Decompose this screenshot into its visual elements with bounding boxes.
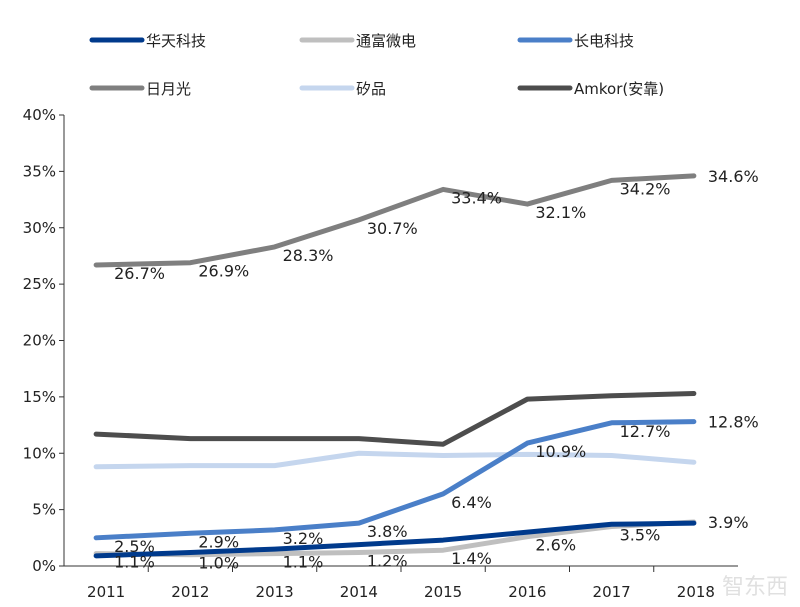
x-tick-label: 2014 (340, 583, 378, 601)
series-line (93, 173, 697, 268)
data-label: 2.9% (198, 532, 239, 551)
x-tick-label: 2012 (171, 583, 209, 601)
data-label: 12.7% (620, 422, 671, 441)
series-line (93, 419, 697, 541)
data-label: 26.7% (114, 264, 165, 283)
legend-label: 长电科技 (574, 32, 634, 50)
data-label: 28.3% (283, 246, 334, 265)
series-line (93, 390, 697, 447)
data-label: 33.4% (451, 188, 502, 207)
data-label: 3.2% (283, 529, 324, 548)
y-tick-label: 0% (32, 557, 56, 575)
data-label: 1.1% (114, 553, 155, 572)
data-label: 26.9% (198, 262, 249, 281)
series-line (93, 450, 697, 470)
legend-label: Amkor(安靠) (574, 80, 664, 98)
series-line (93, 520, 697, 559)
data-label: 34.2% (620, 179, 671, 198)
x-tick-label: 2015 (424, 583, 462, 601)
data-label: 2.5% (114, 537, 155, 556)
data-label: 1.0% (198, 554, 239, 573)
data-label: 1.1% (283, 553, 324, 572)
data-label: 2.6% (535, 536, 576, 555)
watermark-logo: 智东西 (721, 575, 788, 600)
y-tick-label: 25% (23, 275, 56, 293)
x-tick-label: 2011 (87, 583, 125, 601)
series-line (93, 519, 697, 558)
data-label: 10.9% (535, 442, 586, 461)
data-label: 1.2% (367, 551, 408, 570)
y-tick-label: 35% (23, 162, 56, 180)
data-label: 3.9% (708, 513, 749, 532)
data-label: 12.8% (708, 413, 759, 432)
y-tick-label: 30% (23, 219, 56, 237)
x-tick-label: 2017 (593, 583, 631, 601)
data-label: 32.1% (535, 203, 586, 222)
data-label: 1.4% (451, 549, 492, 568)
y-tick-label: 20% (23, 332, 56, 350)
x-tick-label: 2016 (508, 583, 546, 601)
data-label: 34.6% (708, 167, 759, 186)
data-label: 6.4% (451, 493, 492, 512)
y-tick-label: 40% (23, 106, 56, 124)
data-label: 3.5% (620, 526, 661, 545)
data-label: 3.8% (367, 522, 408, 541)
legend-label: 矽品 (356, 80, 386, 98)
legend-label: 华天科技 (146, 32, 206, 50)
legend-label: 通富微电 (356, 32, 416, 50)
data-label: 30.7% (367, 219, 418, 238)
y-tick-label: 5% (32, 501, 56, 519)
x-tick-label: 2018 (677, 583, 715, 601)
x-tick-label: 2013 (256, 583, 294, 601)
y-tick-label: 10% (23, 444, 56, 462)
legend-label: 日月光 (146, 80, 191, 98)
y-tick-label: 15% (23, 388, 56, 406)
